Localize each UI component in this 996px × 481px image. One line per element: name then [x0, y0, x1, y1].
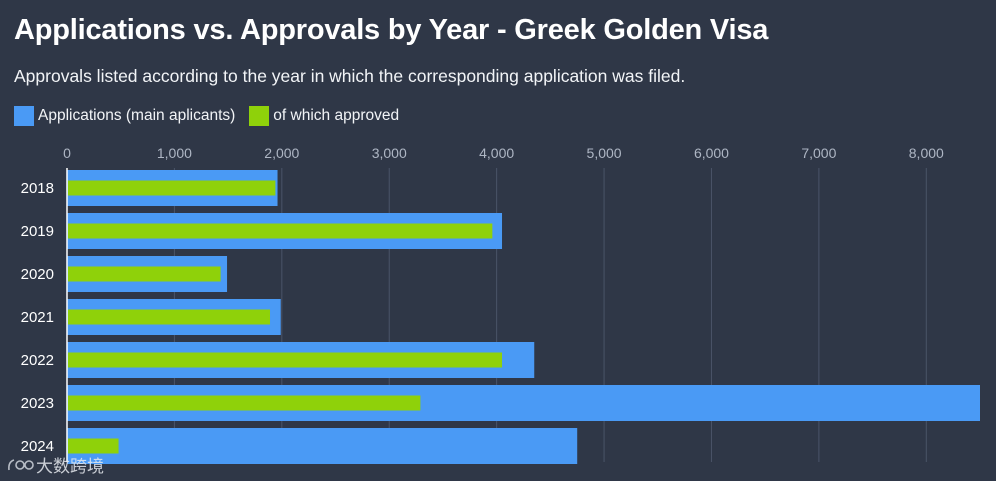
bar-approved: [68, 223, 493, 239]
y-category-label: 2019: [21, 223, 54, 240]
x-tick-label: 1,000: [157, 145, 192, 161]
bar-approved: [68, 309, 271, 325]
legend-label-applications: Applications (main aplicants): [38, 107, 236, 124]
bar-approved: [68, 352, 503, 368]
bar-approved: [68, 180, 276, 196]
x-tick-label: 5,000: [587, 145, 622, 161]
legend-swatch-approved: [249, 106, 270, 126]
watermark-text: 大数跨境: [36, 457, 104, 476]
x-tick-label: 0: [63, 145, 71, 161]
watermark: 大数跨境: [6, 452, 104, 477]
x-tick-label: 7,000: [801, 145, 836, 161]
legend-item-applications[interactable]: Applications (main aplicants): [14, 106, 235, 126]
watermark-logo-icon: [8, 458, 34, 470]
chart-subtitle: Approvals listed according to the year i…: [14, 66, 686, 86]
bar-applications: [67, 428, 578, 464]
x-tick-label: 2,000: [264, 145, 299, 161]
legend: Applications (main aplicants) of which a…: [14, 106, 413, 126]
legend-item-approved[interactable]: of which approved: [249, 106, 399, 126]
y-category-label: 2021: [21, 309, 54, 326]
y-category-label: 2023: [21, 395, 54, 412]
chart-title: Applications vs. Approvals by Year - Gre…: [14, 14, 769, 46]
x-tick-label: 4,000: [479, 145, 514, 161]
bar-approved: [68, 266, 221, 282]
x-tick-label: 3,000: [372, 145, 407, 161]
legend-label-approved: of which approved: [273, 107, 400, 124]
x-tick-label: 6,000: [694, 145, 729, 161]
legend-swatch-applications: [14, 106, 34, 126]
y-category-label: 2022: [21, 352, 54, 369]
bar-approved: [68, 438, 119, 454]
y-category-label: 2018: [21, 180, 54, 197]
x-tick-label: 8,000: [909, 145, 944, 161]
y-category-label: 2024: [21, 438, 54, 455]
y-category-label: 2020: [21, 266, 54, 283]
bar-approved: [68, 395, 421, 411]
